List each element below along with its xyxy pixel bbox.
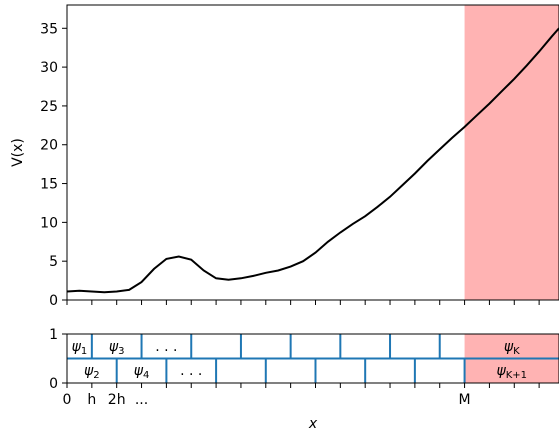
y-tick-label-lower: 1 bbox=[49, 327, 58, 343]
basis-label-top: . . . bbox=[155, 339, 177, 355]
potential-curve bbox=[66, 27, 559, 294]
y-axis-ticks: 0 5 10 15 20 25 30 35 bbox=[40, 21, 67, 309]
x-axis-label: x bbox=[308, 416, 318, 432]
x-tick-label: ... bbox=[135, 392, 148, 408]
potential-plot: 0 5 10 15 20 25 30 35 V(x) bbox=[10, 4, 559, 309]
y-tick-label: 5 bbox=[49, 254, 58, 270]
basis-cells bbox=[67, 334, 559, 383]
x-axis-ticks-upper bbox=[66, 300, 540, 305]
y-tick-label: 20 bbox=[40, 138, 58, 154]
x-tick-label: M bbox=[459, 392, 471, 408]
basis-label-bottom: ψK+1 bbox=[497, 363, 528, 381]
y-tick-label: 35 bbox=[40, 21, 58, 37]
basis-label-bottom: . . . bbox=[180, 363, 202, 379]
basis-label-bottom: ψ4 bbox=[134, 363, 150, 381]
y-tick-label: 0 bbox=[49, 293, 58, 309]
x-tick-label: 0 bbox=[63, 392, 72, 408]
y-axis-label: V(x) bbox=[10, 138, 26, 167]
plot-frame-upper bbox=[66, 4, 559, 301]
basis-label-bottom: ψ2 bbox=[84, 363, 100, 381]
basis-label-top: ψ1 bbox=[72, 339, 88, 357]
y-tick-label: 30 bbox=[40, 60, 58, 76]
basis-labels: ψ1 ψ3 . . . ψK ψ2 ψ4 . . . ψK+1 bbox=[72, 339, 527, 381]
x-tick-label: 2h bbox=[108, 392, 126, 408]
x-tick-label: h bbox=[87, 392, 96, 408]
boundary-region-upper bbox=[464, 5, 559, 300]
y-axis-ticks-lower: 01 bbox=[49, 327, 67, 392]
x-axis-ticks-lower: 0 h 2h... M bbox=[63, 383, 540, 408]
y-tick-label: 15 bbox=[40, 177, 58, 193]
basis-label-top: ψ3 bbox=[109, 339, 125, 357]
basis-label-top: ψK bbox=[504, 339, 520, 357]
y-tick-label: 25 bbox=[40, 99, 58, 115]
plot-frame-lower bbox=[66, 333, 559, 384]
y-tick-label-lower: 0 bbox=[49, 376, 58, 392]
y-tick-label: 10 bbox=[40, 215, 58, 231]
